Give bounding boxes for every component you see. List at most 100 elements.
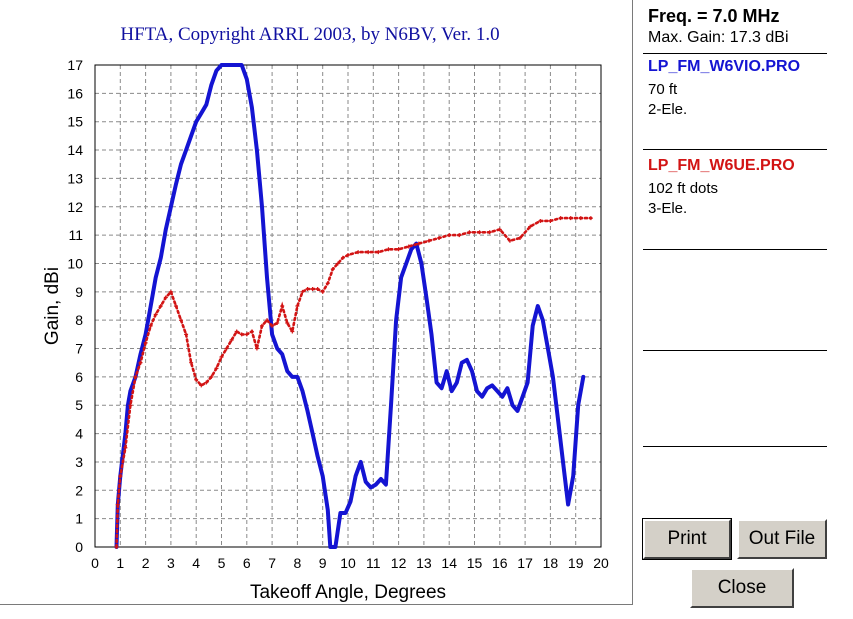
divider bbox=[643, 53, 827, 54]
x-tick-label: 16 bbox=[492, 555, 508, 571]
series-line-2 bbox=[115, 216, 593, 549]
series-point-2 bbox=[497, 227, 502, 232]
y-tick-label: 15 bbox=[67, 114, 83, 130]
gain-chart: HFTA, Copyright ARRL 2003, by N6BV, Ver.… bbox=[42, 24, 609, 603]
x-tick-label: 5 bbox=[218, 555, 226, 571]
legend-elements-2: 3-Ele. bbox=[648, 200, 688, 217]
series-point-2 bbox=[290, 329, 295, 334]
series-point-2 bbox=[315, 286, 320, 291]
series-point-2 bbox=[219, 355, 224, 360]
series-point-2 bbox=[179, 318, 184, 323]
series-point-2 bbox=[310, 286, 315, 291]
x-tick-label: 10 bbox=[340, 555, 356, 571]
plot-frame bbox=[94, 64, 602, 548]
y-tick-label: 16 bbox=[67, 85, 83, 101]
x-tick-label: 9 bbox=[319, 555, 327, 571]
series-point-2 bbox=[426, 238, 431, 243]
series-point-2 bbox=[558, 216, 563, 221]
close-button[interactable]: Close bbox=[690, 568, 794, 608]
series-point-2 bbox=[133, 374, 138, 379]
print-button[interactable]: Print bbox=[642, 518, 732, 560]
series-point-2 bbox=[114, 545, 119, 549]
y-tick-label: 1 bbox=[75, 511, 83, 527]
series-layer bbox=[114, 63, 593, 549]
x-tick-label: 11 bbox=[366, 555, 381, 571]
series-point-2 bbox=[295, 304, 300, 308]
y-tick-label: 14 bbox=[67, 142, 83, 158]
x-tick-label: 14 bbox=[441, 555, 457, 571]
series-point-2 bbox=[437, 235, 442, 240]
y-tick-label: 6 bbox=[75, 369, 83, 385]
y-tick-label: 0 bbox=[75, 539, 83, 555]
series-point-2 bbox=[224, 346, 229, 351]
series-point-2 bbox=[118, 474, 123, 479]
series-point-2 bbox=[199, 383, 204, 388]
series-point-2 bbox=[254, 346, 259, 351]
series-point-2 bbox=[477, 230, 482, 235]
y-tick-label: 4 bbox=[75, 426, 83, 442]
divider bbox=[643, 249, 827, 250]
series-line-1 bbox=[114, 63, 586, 549]
series-point-2 bbox=[285, 321, 290, 326]
series-point-2 bbox=[467, 230, 472, 235]
series-point-2 bbox=[356, 250, 361, 255]
series-point-2 bbox=[487, 230, 492, 235]
series-point-2 bbox=[143, 340, 148, 345]
series-point-2 bbox=[578, 216, 583, 221]
series-point-2 bbox=[158, 304, 163, 308]
series-point-2 bbox=[416, 241, 421, 246]
series-point-2 bbox=[280, 304, 285, 308]
legend-file-1: LP_FM_W6VIO.PRO bbox=[648, 58, 801, 75]
x-tick-label: 17 bbox=[517, 555, 533, 571]
max-gain-label: Max. Gain: 17.3 dBi bbox=[648, 29, 789, 46]
legend-height-1: 70 ft bbox=[648, 81, 678, 98]
series-point-2 bbox=[204, 380, 209, 385]
series-point-2 bbox=[128, 403, 133, 408]
divider bbox=[643, 149, 827, 150]
series-point-2 bbox=[507, 238, 512, 243]
series-point-2 bbox=[528, 224, 533, 229]
x-tick-label: 4 bbox=[192, 555, 200, 571]
x-tick-label: 19 bbox=[568, 555, 584, 571]
series-point-2 bbox=[115, 502, 120, 507]
series-point-2 bbox=[538, 218, 543, 223]
series-point-2 bbox=[340, 255, 345, 260]
y-axis-label: Gain, dBi bbox=[42, 267, 63, 345]
series-point-2 bbox=[244, 332, 249, 337]
series-point-2 bbox=[518, 235, 523, 240]
out-file-button-label: Out File bbox=[748, 528, 816, 549]
frequency-label: Freq. = 7.0 MHz bbox=[648, 6, 780, 26]
legend-file-2: LP_FM_W6UE.PRO bbox=[648, 157, 795, 174]
series-point-2 bbox=[168, 289, 173, 294]
series-point-2 bbox=[386, 247, 391, 252]
y-tick-label: 7 bbox=[75, 341, 83, 357]
legend-elements-1: 2-Ele. bbox=[648, 101, 688, 118]
y-tick-label: 12 bbox=[67, 199, 83, 215]
x-tick-label: 6 bbox=[243, 555, 251, 571]
plot-panel: HFTA, Copyright ARRL 2003, by N6BV, Ver.… bbox=[0, 0, 633, 605]
series-point-2 bbox=[234, 329, 239, 334]
series-point-2 bbox=[138, 360, 143, 365]
y-tick-label: 5 bbox=[75, 397, 83, 413]
series-point-2 bbox=[366, 250, 371, 255]
series-point-2 bbox=[457, 233, 462, 238]
x-tick-label: 13 bbox=[416, 555, 432, 571]
series-point-2 bbox=[376, 250, 381, 255]
divider bbox=[643, 350, 827, 351]
x-tick-label: 3 bbox=[167, 555, 175, 571]
y-tick-label: 10 bbox=[67, 255, 83, 271]
divider bbox=[643, 446, 827, 447]
grid-lines bbox=[95, 65, 601, 547]
out-file-button[interactable]: Out File bbox=[737, 519, 827, 559]
x-tick-label: 0 bbox=[91, 555, 99, 571]
series-point-2 bbox=[325, 281, 330, 286]
series-point-2 bbox=[173, 304, 178, 308]
series-point-2 bbox=[229, 338, 234, 343]
series-point-2 bbox=[194, 377, 199, 382]
series-point-2 bbox=[249, 329, 254, 334]
series-point-2 bbox=[163, 295, 168, 300]
series-point-2 bbox=[330, 267, 335, 272]
y-tick-label: 13 bbox=[67, 170, 83, 186]
series-point-2 bbox=[184, 332, 189, 337]
axis-ticks: 0 1 2 3 4 5 6 7 8 9 10 11 12 13 14 15 16 17 18 19 2001234567… bbox=[67, 57, 609, 571]
